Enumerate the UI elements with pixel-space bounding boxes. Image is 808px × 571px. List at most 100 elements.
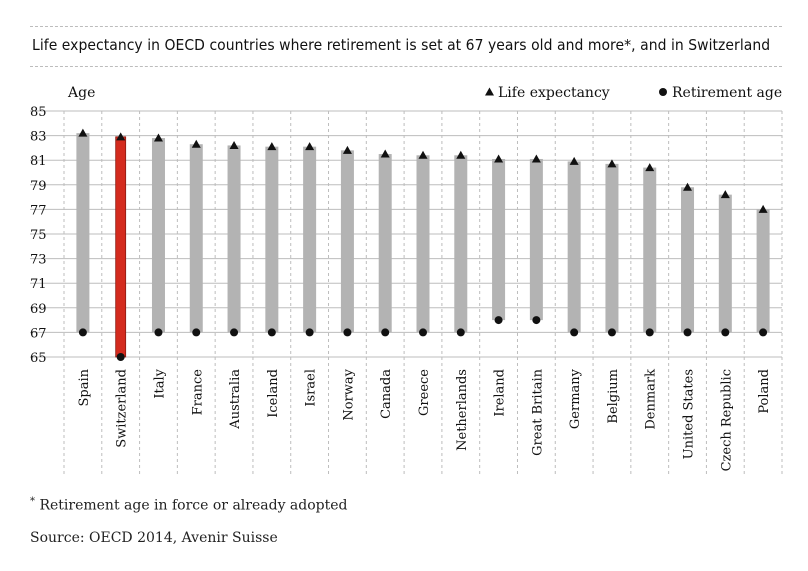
bar-italy <box>151 138 165 333</box>
retirement-age-marker-germany <box>570 328 579 337</box>
x-tick-label-netherlands: Netherlands <box>455 369 470 451</box>
life-expectancy-marker-switzerland <box>116 132 126 141</box>
x-tick-label-ireland: Ireland <box>493 369 508 417</box>
bar-spain <box>76 133 90 333</box>
x-tick-label-norway: Norway <box>341 368 356 420</box>
x-tick-label-france: France <box>190 369 205 416</box>
life-expectancy-marker-italy <box>153 133 163 142</box>
bar-ireland <box>492 158 506 321</box>
bar-germany <box>567 161 581 333</box>
y-tick-label: 67 <box>30 326 47 341</box>
retirement-age-marker-italy <box>154 328 163 337</box>
retirement-age-marker-norway <box>343 328 352 337</box>
retirement-age-marker-greece <box>419 328 427 337</box>
life-expectancy-marker-czech-republic <box>720 190 730 199</box>
y-tick-label: 83 <box>30 130 47 145</box>
y-tick-label: 69 <box>30 302 47 317</box>
life-expectancy-marker-norway <box>342 145 352 154</box>
retirement-age-marker-spain <box>78 328 87 337</box>
top-divider <box>30 26 782 27</box>
retirement-age-marker-ireland <box>494 316 503 325</box>
markers <box>78 128 768 361</box>
legend: Life expectancy Retirement age <box>485 85 782 101</box>
life-expectancy-marker-netherlands <box>456 150 466 159</box>
x-tick-label-iceland: Iceland <box>266 369 281 418</box>
bar-iceland <box>265 146 279 333</box>
life-expectancy-marker-ireland <box>494 154 504 163</box>
life-expectancy-marker-australia <box>229 140 239 149</box>
bar-poland <box>756 209 770 333</box>
retirement-age-marker-great-britain <box>532 316 541 325</box>
x-tick-label-australia: Australia <box>228 369 243 430</box>
y-tick-label: 71 <box>30 277 47 292</box>
bar-belgium <box>605 163 619 333</box>
x-tick-label-united-states: United States <box>682 369 697 459</box>
bar-united-states <box>681 187 695 333</box>
title-divider <box>30 66 782 67</box>
retirement-age-marker-belgium <box>607 328 616 337</box>
x-tick-label-greece: Greece <box>417 369 432 416</box>
life-expectancy-marker-germany <box>569 156 579 165</box>
legend-label-retirement-age: Retirement age <box>672 85 782 101</box>
life-expectancy-marker-france <box>191 139 201 148</box>
chart-title: Life expectancy in OECD countries where … <box>32 36 771 54</box>
x-tick-label-spain: Spain <box>77 368 92 406</box>
x-tick-label-belgium: Belgium <box>606 369 621 424</box>
x-axis-ticks: Spain Switzerland Italy France Australia Icel… <box>77 368 772 471</box>
x-tick-label-great-britain: Great Britain <box>530 368 545 455</box>
life-expectancy-marker-great-britain <box>531 154 541 163</box>
life-expectancy-marker-belgium <box>607 159 617 168</box>
x-tick-label-denmark: Denmark <box>644 369 659 430</box>
footnote-text: Retirement age in force or already adopt… <box>39 497 348 514</box>
retirement-age-marker-denmark <box>645 328 654 337</box>
bar-great-britain <box>529 158 543 321</box>
retirement-age-marker-israel <box>305 328 314 337</box>
x-tick-label-switzerland: Switzerland <box>115 369 130 448</box>
retirement-age-marker-switzerland <box>116 353 125 361</box>
bar-canada <box>378 154 392 333</box>
life-expectancy-marker-poland <box>758 204 768 213</box>
x-tick-label-italy: Italy <box>152 368 167 398</box>
bar-switzerland <box>115 136 127 358</box>
legend-circle-icon <box>659 88 667 96</box>
legend-triangle-icon <box>485 87 494 96</box>
bar-norway <box>340 150 354 333</box>
retirement-age-marker-australia <box>230 328 239 337</box>
bar-netherlands <box>454 155 468 333</box>
life-expectancy-marker-spain <box>78 128 88 137</box>
y-tick-label: 85 <box>30 105 47 120</box>
retirement-age-marker-iceland <box>267 328 276 337</box>
retirement-age-marker-canada <box>381 328 390 337</box>
retirement-age-marker-united-states <box>683 328 692 337</box>
y-tick-label: 79 <box>30 179 47 194</box>
life-expectancy-marker-united-states <box>683 182 693 191</box>
y-tick-label: 73 <box>30 253 47 268</box>
life-expectancy-marker-greece <box>418 150 428 159</box>
life-expectancy-marker-israel <box>305 142 315 151</box>
life-expectancy-marker-canada <box>380 149 390 158</box>
y-tick-label: 65 <box>30 351 47 366</box>
retirement-age-marker-czech-republic <box>721 328 730 337</box>
retirement-age-marker-poland <box>759 328 768 337</box>
bar-greece <box>416 155 430 333</box>
legend-label-life-expectancy: Life expectancy <box>498 85 610 101</box>
y-tick-label: 75 <box>30 228 47 243</box>
life-expectancy-marker-denmark <box>645 163 655 172</box>
footnote-mark: * <box>30 496 35 507</box>
y-axis-label: Age <box>67 85 95 101</box>
y-tick-label: 77 <box>30 203 47 218</box>
bar-denmark <box>643 167 657 333</box>
footnote: * Retirement age in force or already ado… <box>30 496 348 514</box>
x-tick-label-czech-republic: Czech Republic <box>719 369 734 471</box>
y-axis-ticks: 65 67 69 71 73 75 77 79 81 83 85 <box>30 105 47 366</box>
source-note: Source: OECD 2014, Avenir Suisse <box>30 530 278 546</box>
bar-czech-republic <box>718 194 732 333</box>
bar-israel <box>303 146 317 333</box>
y-tick-label: 81 <box>30 154 47 169</box>
retirement-age-marker-netherlands <box>456 328 465 337</box>
bar-france <box>189 144 203 333</box>
bar-australia <box>227 145 241 333</box>
x-tick-label-poland: Poland <box>757 369 772 414</box>
x-tick-label-germany: Germany <box>568 368 583 429</box>
